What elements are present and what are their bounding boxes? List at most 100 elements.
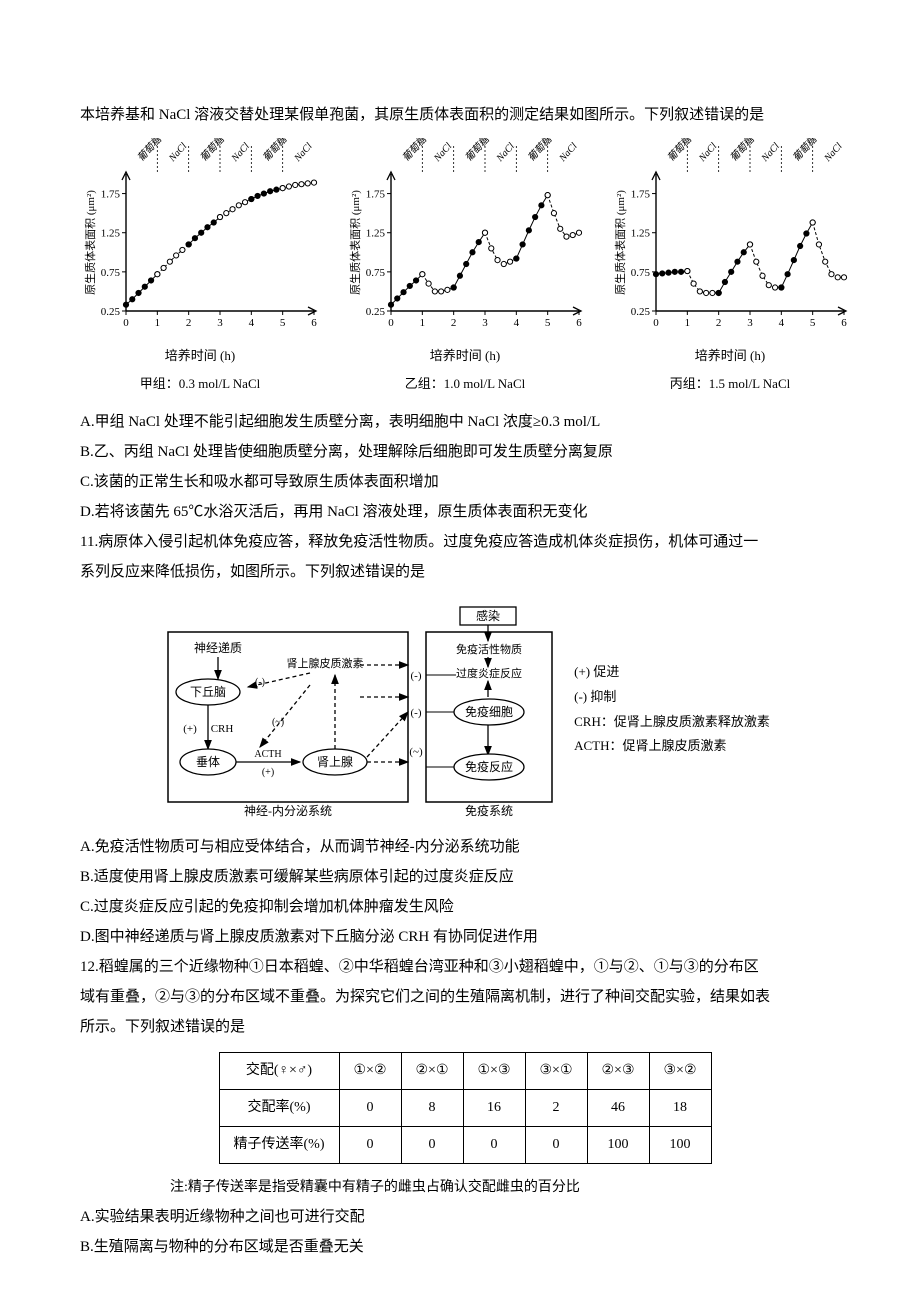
data-cell: 46 <box>587 1090 649 1127</box>
table-row: 精子传送率(%)0000100100 <box>219 1127 711 1164</box>
q11-opt-c: C.过度炎症反应引起的免疫抑制会增加机体肿瘤发生风险 <box>80 892 850 922</box>
q11-stem-1: 11.病原体入侵引起机体免疫应答，释放免疫活性物质。过度免疫应答造成机体炎症损伤… <box>80 527 850 557</box>
data-cell: 18 <box>649 1090 711 1127</box>
q11-legend: (+) 促进 (-) 抑制 CRH：促肾上腺皮质激素释放激素 ACTH：促肾上腺… <box>574 660 770 759</box>
q11-diagram: 神经-内分泌系统 免疫系统 感染免疫活性物质过度炎症反应 (-) 免疫细胞 (-) 免疫反应… <box>160 597 560 822</box>
q12-table: 交配(♀×♂)①×②②×①①×③③×①②×③③×②交配率(%)081624618… <box>219 1052 712 1164</box>
svg-text:(+): (+) <box>183 723 197 735</box>
svg-text:0: 0 <box>123 317 129 329</box>
data-cell: 0 <box>463 1127 525 1164</box>
svg-text:NaCl: NaCl <box>696 141 719 165</box>
q12-stem-3: 所示。下列叙述错误的是 <box>80 1012 850 1042</box>
q10-opt-c: C.该菌的正常生长和吸水都可导致原生质体表面积增加 <box>80 467 850 497</box>
svg-text:2: 2 <box>451 317 457 329</box>
row-header-cell: 交配(♀×♂) <box>219 1053 339 1090</box>
data-cell: 100 <box>649 1127 711 1164</box>
q12-stem-1: 12.稻蝗属的三个近缘物种①日本稻蝗、②中华稻蝗台湾亚种和③小翅稻蝗中，①与②、… <box>80 952 850 982</box>
svg-text:NaCl: NaCl <box>292 141 315 165</box>
svg-text:3: 3 <box>217 317 223 329</box>
row-label-cell: 精子传送率(%) <box>219 1127 339 1164</box>
svg-text:6: 6 <box>311 317 317 329</box>
svg-text:葡萄糖: 葡萄糖 <box>135 138 165 164</box>
svg-text:葡萄糖: 葡萄糖 <box>665 138 695 164</box>
q10-opt-a: A.甲组 NaCl 处理不能引起细胞发生质壁分离，表明细胞中 NaCl 浓度≥0… <box>80 407 850 437</box>
svg-text:葡萄糖: 葡萄糖 <box>198 138 228 164</box>
svg-text:1.75: 1.75 <box>101 189 121 201</box>
svg-text:免疫活性物质: 免疫活性物质 <box>456 642 522 656</box>
svg-text:0.25: 0.25 <box>366 306 386 318</box>
chart-caption: 甲组：0.3 mol/L NaCl <box>140 371 261 397</box>
svg-text:3: 3 <box>747 317 753 329</box>
data-cell: 0 <box>339 1127 401 1164</box>
chart-panel: 0.250.751.251.750123456原生质体表面积 (μm²)葡萄糖N… <box>345 138 585 343</box>
svg-text:葡萄糖: 葡萄糖 <box>728 138 758 164</box>
q11-stem-2: 系列反应来降低损伤，如图所示。下列叙述错误的是 <box>80 557 850 587</box>
svg-text:NaCl: NaCl <box>822 141 845 165</box>
chart-caption: 丙组：1.5 mol/L NaCl <box>670 371 791 397</box>
svg-text:感染: 感染 <box>476 608 500 623</box>
q11-diagram-wrap: 神经-内分泌系统 免疫系统 感染免疫活性物质过度炎症反应 (-) 免疫细胞 (-) 免疫反应… <box>80 597 850 822</box>
svg-text:0: 0 <box>388 317 394 329</box>
svg-text:ACTH: ACTH <box>255 749 282 760</box>
col-header-cell: ③×② <box>649 1053 711 1090</box>
chart-xlabel: 培养时间 (h) <box>165 343 235 369</box>
svg-text:肾上腺: 肾上腺 <box>317 755 353 769</box>
svg-text:葡萄糖: 葡萄糖 <box>260 138 290 164</box>
svg-text:1.25: 1.25 <box>366 228 386 240</box>
svg-text:3: 3 <box>482 317 488 329</box>
q12-note: 注:精子传送率是指受精囊中有精子的雌虫占确认交配雌虫的百分比 <box>170 1174 850 1202</box>
svg-text:CRH: CRH <box>211 723 234 735</box>
svg-text:(~): (~) <box>409 746 423 758</box>
svg-text:5: 5 <box>280 317 286 329</box>
svg-text:0.25: 0.25 <box>631 306 651 318</box>
svg-text:肾上腺皮质激素: 肾上腺皮质激素 <box>287 656 364 670</box>
svg-text:神经-内分泌系统: 神经-内分泌系统 <box>244 804 332 818</box>
legend-acth: ACTH：促肾上腺皮质激素 <box>574 734 770 759</box>
svg-text:6: 6 <box>841 317 847 329</box>
q11-opt-a: A.免疫活性物质可与相应受体结合，从而调节神经-内分泌系统功能 <box>80 832 850 862</box>
q10-intro: 本培养基和 NaCl 溶液交替处理某假单孢菌，其原生质体表面积的测定结果如图所示… <box>80 100 850 130</box>
svg-text:过度炎症反应: 过度炎症反应 <box>456 666 522 680</box>
svg-text:(+): (+) <box>262 767 274 778</box>
svg-text:1.75: 1.75 <box>631 189 651 201</box>
svg-text:(-): (-) <box>255 677 265 688</box>
svg-text:免疫系统: 免疫系统 <box>465 803 513 818</box>
svg-text:免疫反应: 免疫反应 <box>465 759 513 774</box>
data-cell: 100 <box>587 1127 649 1164</box>
svg-text:1: 1 <box>155 317 161 329</box>
svg-text:(~): (~) <box>272 717 284 728</box>
col-header-cell: ①×③ <box>463 1053 525 1090</box>
svg-text:垂体: 垂体 <box>196 755 220 769</box>
svg-text:葡萄糖: 葡萄糖 <box>400 138 430 164</box>
svg-text:4: 4 <box>514 317 520 329</box>
svg-text:免疫细胞: 免疫细胞 <box>465 704 513 719</box>
col-header-cell: ①×② <box>339 1053 401 1090</box>
svg-text:葡萄糖: 葡萄糖 <box>790 138 820 164</box>
svg-text:(-): (-) <box>411 670 422 682</box>
svg-text:NaCl: NaCl <box>759 141 782 165</box>
col-header-cell: ③×① <box>525 1053 587 1090</box>
svg-text:(-): (-) <box>411 707 422 719</box>
legend-crh: CRH：促肾上腺皮质激素释放激素 <box>574 710 770 735</box>
svg-text:葡萄糖: 葡萄糖 <box>463 138 493 164</box>
col-header-cell: ②×③ <box>587 1053 649 1090</box>
q11-opt-b: B.适度使用肾上腺皮质激素可缓解某些病原体引起的过度炎症反应 <box>80 862 850 892</box>
data-cell: 0 <box>339 1090 401 1127</box>
data-cell: 0 <box>401 1127 463 1164</box>
svg-text:0.25: 0.25 <box>101 306 121 318</box>
svg-text:2: 2 <box>716 317 722 329</box>
svg-text:1: 1 <box>420 317 426 329</box>
svg-text:0.75: 0.75 <box>366 267 386 279</box>
svg-text:5: 5 <box>545 317 551 329</box>
svg-text:NaCl: NaCl <box>166 141 189 165</box>
svg-text:原生质体表面积 (μm²): 原生质体表面积 (μm²) <box>613 190 627 295</box>
legend-minus: (-) 抑制 <box>574 685 770 710</box>
col-header-cell: ②×① <box>401 1053 463 1090</box>
svg-text:4: 4 <box>249 317 255 329</box>
svg-text:1.25: 1.25 <box>631 228 651 240</box>
svg-text:NaCl: NaCl <box>229 141 252 165</box>
svg-text:原生质体表面积 (μm²): 原生质体表面积 (μm²) <box>83 190 97 295</box>
svg-text:4: 4 <box>779 317 785 329</box>
svg-text:NaCl: NaCl <box>557 141 580 165</box>
q12-stem-2: 域有重叠，②与③的分布区域不重叠。为探究它们之间的生殖隔离机制，进行了种间交配实… <box>80 982 850 1012</box>
